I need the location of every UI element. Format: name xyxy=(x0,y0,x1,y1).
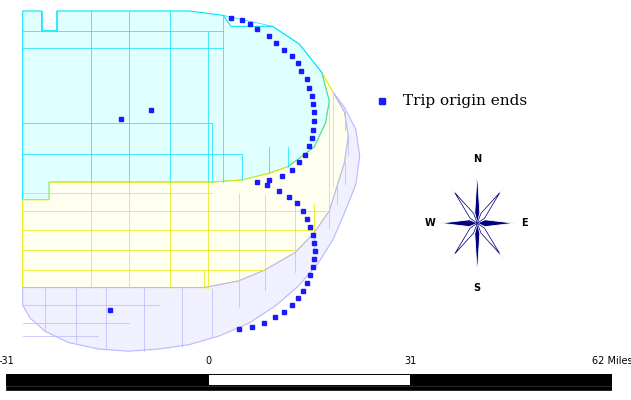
Text: 62 Miles: 62 Miles xyxy=(592,356,631,366)
Text: 31: 31 xyxy=(404,356,416,366)
Text: -31: -31 xyxy=(0,356,14,366)
Polygon shape xyxy=(477,188,504,223)
Polygon shape xyxy=(23,11,329,200)
Polygon shape xyxy=(475,223,480,274)
Polygon shape xyxy=(455,193,477,223)
Polygon shape xyxy=(23,92,360,351)
Polygon shape xyxy=(451,223,477,259)
Text: S: S xyxy=(474,283,481,293)
Polygon shape xyxy=(477,193,500,223)
Polygon shape xyxy=(475,173,480,223)
Text: 0: 0 xyxy=(205,356,211,366)
Bar xyxy=(6,386,612,390)
Polygon shape xyxy=(477,220,514,227)
Text: Trip origin ends: Trip origin ends xyxy=(403,94,528,108)
Polygon shape xyxy=(477,223,500,254)
Text: E: E xyxy=(521,218,528,228)
Polygon shape xyxy=(440,220,477,227)
Text: N: N xyxy=(473,154,481,164)
Text: W: W xyxy=(425,218,435,228)
Bar xyxy=(410,374,612,385)
Bar xyxy=(6,374,208,385)
Polygon shape xyxy=(455,223,477,254)
Polygon shape xyxy=(477,223,504,259)
Polygon shape xyxy=(23,72,348,288)
Polygon shape xyxy=(451,188,477,223)
Bar xyxy=(208,374,410,385)
